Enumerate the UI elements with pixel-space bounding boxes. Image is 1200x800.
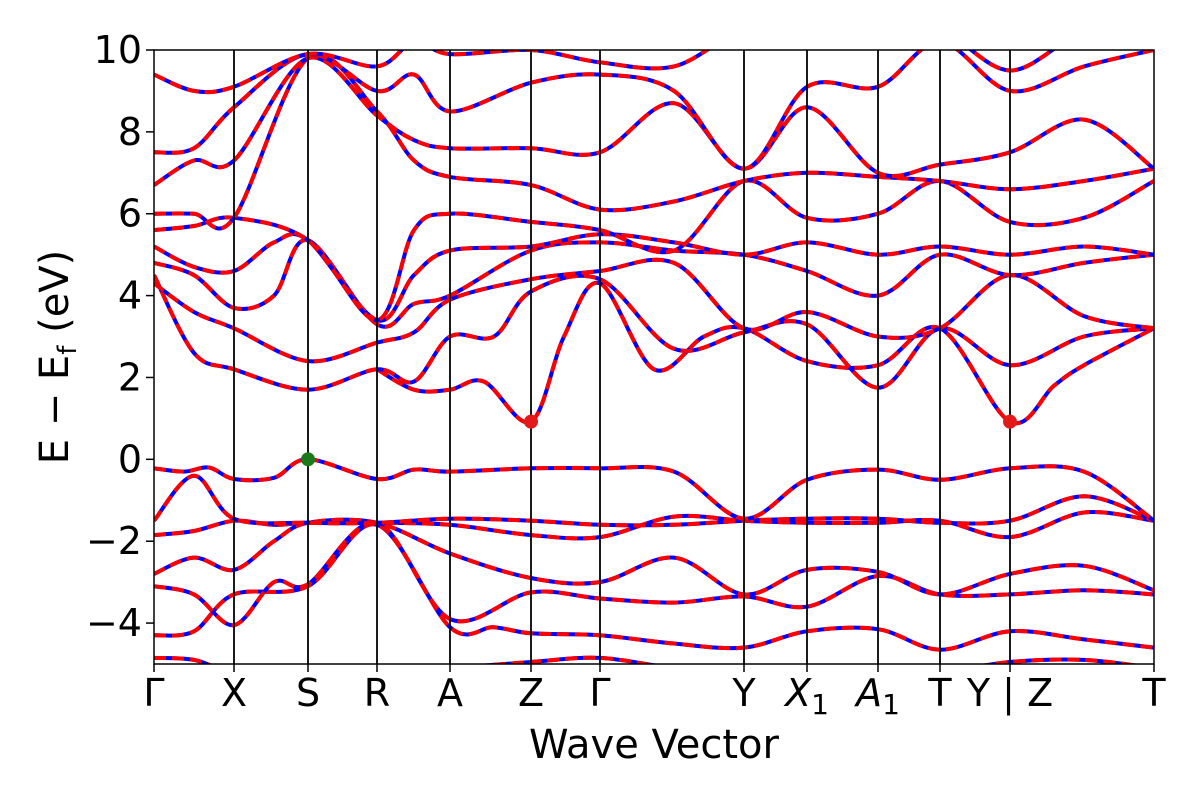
band-line-dashed [154,473,1154,528]
x-tick-label: X [221,671,247,715]
y-tick-label: −4 [86,601,142,645]
band-line-dashed [154,457,1154,523]
cbm-marker [524,414,538,429]
y-tick-label: 8 [118,110,142,154]
x-axis-ticks: Γ X S R A Z Γ Y X1 A1 T Y | Z T [143,664,1166,721]
y-axis-title-unit [32,333,78,346]
y-axis-title-sub: f [53,345,83,355]
plot-frame [153,49,1155,665]
x-tick-label: T [927,671,952,715]
band-line-dashed [154,238,1154,329]
vbm-marker [301,452,315,467]
y-tick-label: 10 [94,28,142,72]
x-tick-label: X1 [783,671,829,721]
cbm-marker [1003,414,1017,429]
y-tick-label: 2 [118,355,142,399]
y-tick-label: 0 [118,437,142,481]
y-axis-title: E − Ef (eV) [32,250,83,465]
x-tick-label: Y [731,671,756,715]
x-tick-label: A1 [853,671,900,721]
band-line-solid [154,473,1154,528]
band-line-dashed [375,280,1154,426]
x-tick-label: A [437,671,463,715]
band-line-dashed [154,517,1154,597]
y-axis-title-main: E − E [32,355,78,465]
x-tick-label: Z [518,671,544,715]
band-line-dashed [154,257,1154,364]
band-line-dashed [154,50,1056,95]
band-line-dashed [154,231,1154,323]
band-line-dashed [154,178,1154,323]
y-axis-ticks: −4 −2 0 2 4 6 8 10 [86,28,154,645]
band-line-dashed [154,55,1154,187]
band-line-solid [375,280,1154,426]
band-line-dashed [154,273,1154,392]
y-tick-label: 6 [118,192,142,236]
x-tick-label: Γ [143,671,164,715]
band-edge-markers [301,414,1017,467]
y-axis-title-unit-text: (eV) [32,250,78,333]
high-symmetry-lines [233,50,1011,664]
x-axis-title: Wave Vector [529,722,780,768]
x-tick-label: Y | Z [966,671,1053,716]
band-lines [154,50,1154,664]
y-tick-label: −2 [86,519,142,563]
y-tick-label: 4 [118,274,142,318]
band-line-dashed [154,52,1154,231]
x-tick-label: R [364,671,390,715]
band-line-solid [154,655,1140,664]
x-tick-label: S [296,671,320,715]
band-line-solid [154,517,1154,597]
band-line-solid [154,55,1154,187]
x-tick-label: Γ [589,671,610,715]
x-tick-label: T [1141,671,1166,715]
